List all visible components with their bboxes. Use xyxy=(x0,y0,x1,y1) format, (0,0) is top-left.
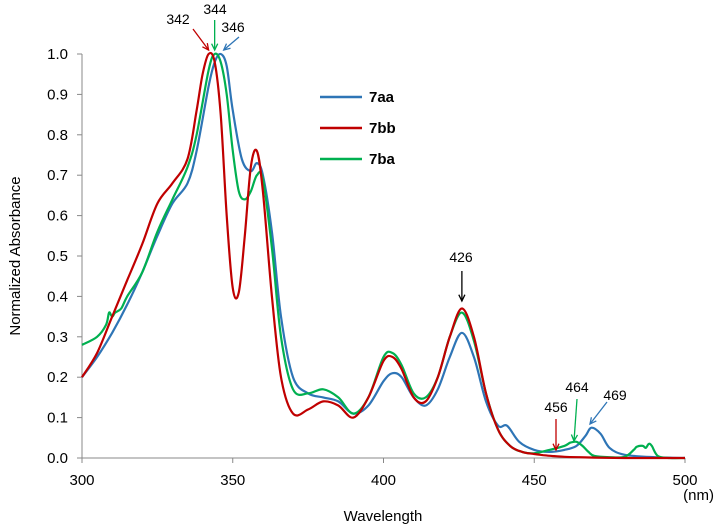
series-lines xyxy=(81,51,686,460)
y-tick-label: 1.0 xyxy=(47,46,68,63)
y-tick-label: 0.4 xyxy=(47,288,68,305)
y-axis-title: Normalized Absorbance xyxy=(7,176,24,335)
legend-label-7aa: 7aa xyxy=(369,89,395,106)
y-tick-label: 0.2 xyxy=(47,369,68,386)
annotation-arrow-346 xyxy=(223,36,240,51)
y-ticks: 0.0 0.1 0.2 0.3 0.4 0.5 0.6 0.7 0.8 0.9 1.0 xyxy=(47,46,82,467)
x-tick-label: 400 xyxy=(371,472,396,489)
plot-area: 0.0 0.1 0.2 0.3 0.4 0.5 0.6 0.7 0.8 0.9 1.0 300 350… xyxy=(47,1,697,489)
y-tick-label: 0.0 xyxy=(47,450,68,467)
y-tick-label: 0.7 xyxy=(47,167,68,184)
annotation-arrow-464 xyxy=(573,398,578,442)
annotation-arrowhead-456 xyxy=(552,443,560,452)
annotation-arrowhead-469 xyxy=(589,417,597,426)
x-tick-label: 350 xyxy=(220,472,245,489)
annotation-arrowhead-344 xyxy=(211,43,219,52)
annotation-arrowhead-342 xyxy=(202,42,210,52)
y-tick-label: 0.8 xyxy=(47,127,68,144)
x-ticks: 300 350 400 450 500 xyxy=(69,458,698,489)
annotation-arrowhead-346 xyxy=(222,43,231,51)
x-axis-unit: (nm) xyxy=(683,487,714,504)
x-axis-title: Wavelength xyxy=(344,508,423,525)
annotation-arrow-469 xyxy=(589,401,608,425)
x-tick-label: 300 xyxy=(69,472,94,489)
annotation-arrowhead-464 xyxy=(570,434,579,443)
annotation-label-469: 469 xyxy=(603,387,627,403)
legend: 7aa 7bb 7ba xyxy=(320,89,396,168)
legend-label-7bb: 7bb xyxy=(369,120,396,137)
y-tick-label: 0.3 xyxy=(47,329,68,346)
annotation-label-426: 426 xyxy=(449,249,473,265)
legend-label-7ba: 7ba xyxy=(369,151,396,168)
series-line-7bb xyxy=(81,51,685,460)
annotation-label-456: 456 xyxy=(544,399,568,415)
annotation-label-346: 346 xyxy=(221,19,245,35)
series-line-7aa xyxy=(81,52,686,460)
x-tick-label: 500 xyxy=(672,472,697,489)
annotation-label-344: 344 xyxy=(203,1,227,17)
x-tick-label: 450 xyxy=(522,472,547,489)
annotation-label-464: 464 xyxy=(565,379,589,395)
y-tick-label: 0.5 xyxy=(47,248,68,265)
y-tick-label: 0.1 xyxy=(47,410,68,427)
annotation-arrow-342 xyxy=(192,28,210,51)
peak-annotations: 342 344 346 426 456 464 469 xyxy=(166,1,627,452)
annotation-arrowhead-426 xyxy=(458,294,466,303)
y-tick-label: 0.6 xyxy=(47,208,68,225)
annotation-label-342: 342 xyxy=(166,11,190,27)
y-tick-label: 0.9 xyxy=(47,86,68,103)
series-line-7ba xyxy=(81,52,686,460)
